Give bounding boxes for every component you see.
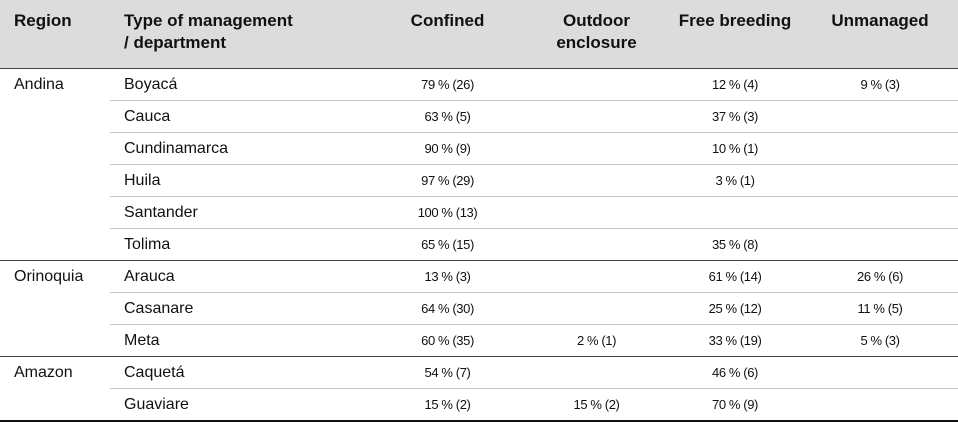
value-cell (802, 228, 958, 261)
empty-cell (0, 325, 110, 357)
region-cell: Orinoquia (0, 260, 110, 293)
value-cell: 97 % (29) (370, 164, 525, 197)
department-cell: Meta (110, 324, 370, 357)
value-cell: 15 % (2) (525, 388, 668, 422)
department-cell: Arauca (110, 260, 370, 293)
value-cell (802, 388, 958, 422)
value-cell: 9 % (3) (802, 68, 958, 101)
value-cell: 26 % (6) (802, 260, 958, 293)
column-header: Confined (370, 0, 525, 69)
table-row: Casanare 64 % (30) 25 % (12) 11 % (5) (0, 292, 958, 325)
table-row: Santander 100 % (13) (0, 196, 958, 229)
department-cell: Casanare (110, 292, 370, 325)
department-cell: Caquetá (110, 356, 370, 389)
empty-cell (0, 133, 110, 165)
department-cell: Tolima (110, 228, 370, 261)
column-header: Region (0, 0, 110, 69)
value-cell (525, 228, 668, 261)
table-row: Guaviare 15 % (2) 15 % (2) 70 % (9) (0, 388, 958, 422)
region-cell: Andina (0, 68, 110, 101)
value-cell: 25 % (12) (668, 292, 802, 325)
value-cell: 79 % (26) (370, 68, 525, 101)
value-cell (525, 292, 668, 325)
table-row: Tolima 65 % (15) 35 % (8) (0, 228, 958, 261)
value-cell: 15 % (2) (370, 388, 525, 422)
value-cell: 60 % (35) (370, 324, 525, 357)
value-cell (525, 132, 668, 165)
value-cell (525, 68, 668, 101)
value-cell: 61 % (14) (668, 260, 802, 293)
header-row: Region Type of management / department Con… (0, 0, 958, 69)
department-cell: Cundinamarca (110, 132, 370, 165)
value-cell (802, 132, 958, 165)
department-cell: Huila (110, 164, 370, 197)
value-cell (525, 196, 668, 229)
empty-cell (0, 165, 110, 197)
value-cell (802, 100, 958, 133)
value-cell (802, 164, 958, 197)
table-row: Cauca 63 % (5) 37 % (3) (0, 100, 958, 133)
department-cell: Cauca (110, 100, 370, 133)
value-cell: 65 % (15) (370, 228, 525, 261)
value-cell (668, 196, 802, 229)
value-cell (525, 260, 668, 293)
table-head: Region Type of management / department Con… (0, 0, 958, 69)
table-row: Amazon Caquetá 54 % (7) 46 % (6) (0, 356, 958, 389)
value-cell: 35 % (8) (668, 228, 802, 261)
department-cell: Santander (110, 196, 370, 229)
empty-cell (0, 229, 110, 261)
value-cell: 46 % (6) (668, 356, 802, 389)
value-cell: 63 % (5) (370, 100, 525, 133)
value-cell: 3 % (1) (668, 164, 802, 197)
empty-cell (0, 101, 110, 133)
empty-cell (0, 388, 110, 422)
value-cell (525, 164, 668, 197)
empty-cell (0, 293, 110, 325)
value-cell: 2 % (1) (525, 324, 668, 357)
value-cell: 100 % (13) (370, 196, 525, 229)
value-cell (802, 356, 958, 389)
value-cell (525, 100, 668, 133)
table-row: Cundinamarca 90 % (9) 10 % (1) (0, 132, 958, 165)
value-cell (802, 196, 958, 229)
table-row: Orinoquia Arauca 13 % (3) 61 % (14) 26 % (6) (0, 260, 958, 293)
value-cell: 5 % (3) (802, 324, 958, 357)
department-cell: Guaviare (110, 388, 370, 422)
table-row: Andina Boyacá 79 % (26) 12 % (4) 9 % (3) (0, 68, 958, 101)
table-row: Meta 60 % (35) 2 % (1) 33 % (19) 5 % (3) (0, 324, 958, 357)
value-cell (525, 356, 668, 389)
value-cell: 70 % (9) (668, 388, 802, 422)
column-header: Unmanaged (802, 0, 958, 69)
table-body: Andina Boyacá 79 % (26) 12 % (4) 9 % (3) Cauc… (0, 68, 958, 422)
column-header: Type of management / department (110, 0, 370, 69)
table-row: Huila 97 % (29) 3 % (1) (0, 164, 958, 197)
empty-cell (0, 197, 110, 229)
value-cell: 37 % (3) (668, 100, 802, 133)
column-header: Outdoor enclosure (525, 0, 668, 69)
value-cell: 54 % (7) (370, 356, 525, 389)
value-cell: 33 % (19) (668, 324, 802, 357)
value-cell: 12 % (4) (668, 68, 802, 101)
value-cell: 11 % (5) (802, 292, 958, 325)
region-cell: Amazon (0, 356, 110, 389)
value-cell: 90 % (9) (370, 132, 525, 165)
value-cell: 13 % (3) (370, 260, 525, 293)
value-cell: 64 % (30) (370, 292, 525, 325)
value-cell: 10 % (1) (668, 132, 802, 165)
column-header: Free breeding (668, 0, 802, 69)
department-cell: Boyacá (110, 68, 370, 101)
